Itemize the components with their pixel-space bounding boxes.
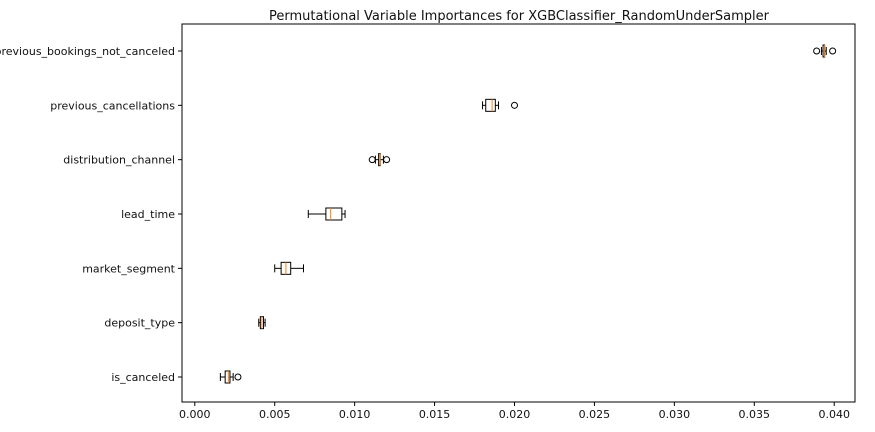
box-is-canceled — [224, 370, 231, 384]
box-lead-time — [325, 207, 343, 221]
xtick-label-3: 0.015 — [419, 408, 451, 421]
xtick-label-1: 0.005 — [259, 408, 291, 421]
outlier-previous-bookings-not-canceled-1 — [813, 47, 821, 55]
box-previous-cancellations — [485, 98, 496, 112]
xtick-label-0: 0.000 — [179, 408, 211, 421]
ytick-label-market-segment: market_segment — [82, 262, 175, 275]
plot-marks — [219, 44, 837, 384]
ytick-label-is-canceled: is_canceled — [111, 371, 175, 384]
ytick-label-distribution-channel: distribution_channel — [63, 154, 175, 167]
outlier-previous-bookings-not-canceled-2 — [829, 47, 837, 55]
outlier-previous-cancellations-1 — [511, 101, 519, 109]
xtick-label-4: 0.020 — [499, 408, 531, 421]
axes-ticks-labels: previous_bookings_not_canceled previous_c… — [0, 45, 850, 421]
chart-title: Permutational Variable Importances for X… — [269, 9, 770, 24]
ytick-label-previous-cancellations: previous_cancellations — [50, 99, 175, 112]
xtick-label-2: 0.010 — [339, 408, 371, 421]
outlier-is-canceled-1 — [234, 373, 242, 381]
xtick-label-5: 0.025 — [579, 408, 611, 421]
ytick-label-deposit-type: deposit_type — [104, 317, 175, 330]
xtick-label-7: 0.035 — [739, 408, 771, 421]
outlier-distribution-channel-1 — [368, 156, 376, 164]
ytick-label-previous-bookings-not-canceled: previous_bookings_not_canceled — [0, 45, 175, 58]
plot-area-frame — [181, 23, 856, 403]
outlier-distribution-channel-2 — [383, 156, 391, 164]
xtick-label-6: 0.030 — [659, 408, 691, 421]
ytick-label-lead-time: lead_time — [121, 208, 175, 221]
xtick-label-8: 0.040 — [818, 408, 850, 421]
